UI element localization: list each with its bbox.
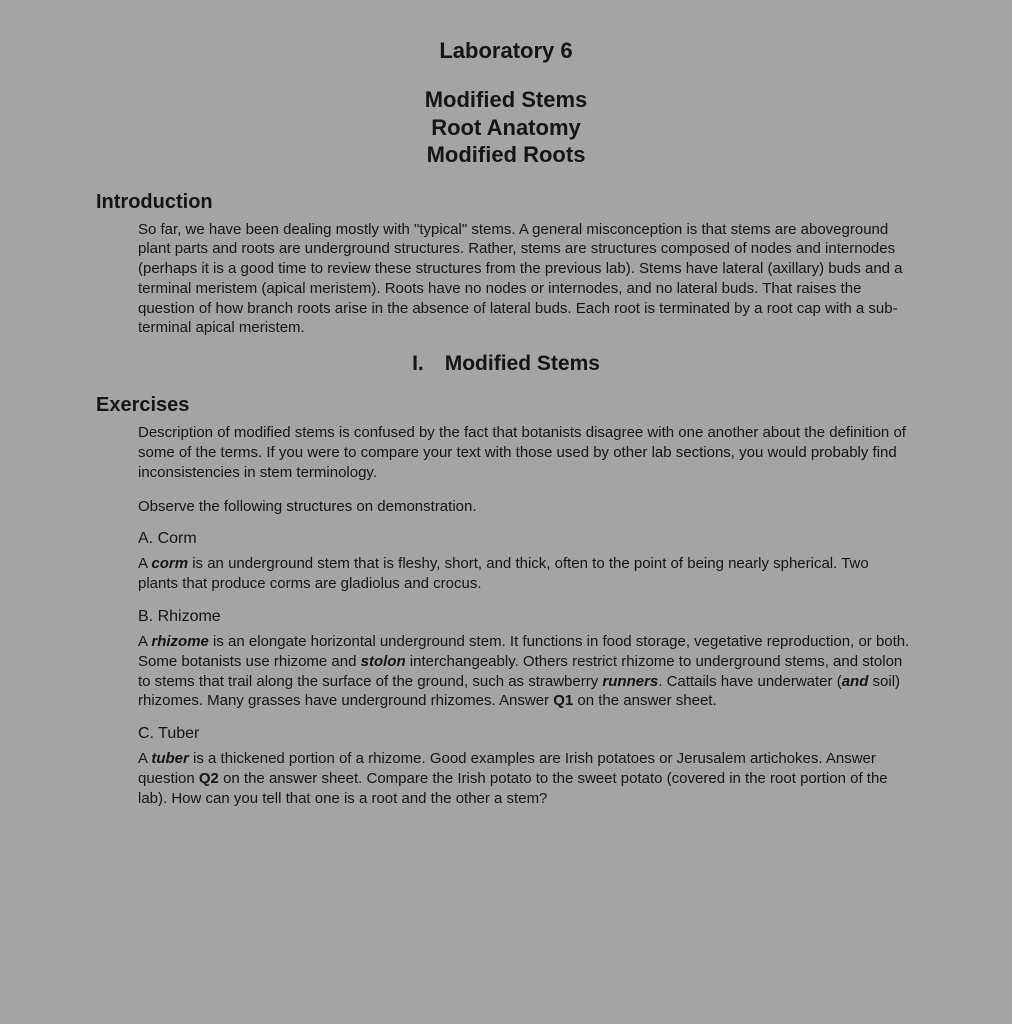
exercises-intro-para: Description of modified stems is confuse… [138,423,912,482]
item-c-run1: A [138,750,151,767]
item-b-paragraph: A rhizome is an elongate horizontal unde… [138,632,912,711]
item-a-label: A. Corm [138,530,912,548]
item-b-run1: A [138,633,151,650]
lab-title: Laboratory 6 [96,38,916,64]
item-b-term2: stolon [361,653,406,670]
item-b-run6: on the answer sheet. [573,692,716,709]
observe-para: Observe the following structures on demo… [138,497,912,517]
item-b-run4: . Cattails have underwater ( [658,673,841,690]
item-c-paragraph: A tuber is a thickened portion of a rhiz… [138,749,912,808]
introduction-heading: Introduction [96,191,916,214]
item-c-term: tuber [151,750,189,767]
subtitle-line-1: Modified Stems [96,86,916,114]
item-a-paragraph: A corm is an underground stem that is fl… [138,554,912,594]
item-b-label: B. Rhizome [138,608,912,626]
item-c-run3: on the answer sheet. Compare the Irish p… [138,770,888,807]
introduction-body: So far, we have been dealing mostly with… [138,220,912,339]
exercises-body: Description of modified stems is confuse… [138,423,912,808]
item-a-run1: A [138,555,151,572]
introduction-paragraph: So far, we have been dealing mostly with… [138,220,912,339]
item-b-q1: Q1 [553,692,573,709]
subtitle-line-3: Modified Roots [96,141,916,169]
exercises-heading: Exercises [96,394,916,417]
item-b-term3: runners [602,673,658,690]
subtitle-block: Modified Stems Root Anatomy Modified Roo… [96,86,916,169]
item-a-term: corm [151,555,188,572]
document-page: Laboratory 6 Modified Stems Root Anatomy… [0,0,1012,809]
item-b-term4: and [842,673,869,690]
item-c-label: C. Tuber [138,725,912,743]
section-1-heading: I. Modified Stems [96,352,916,376]
item-b-term1: rhizome [151,633,209,650]
subtitle-line-2: Root Anatomy [96,114,916,142]
item-c-q2: Q2 [199,770,219,787]
item-a-run2: is an underground stem that is fleshy, s… [138,555,869,592]
